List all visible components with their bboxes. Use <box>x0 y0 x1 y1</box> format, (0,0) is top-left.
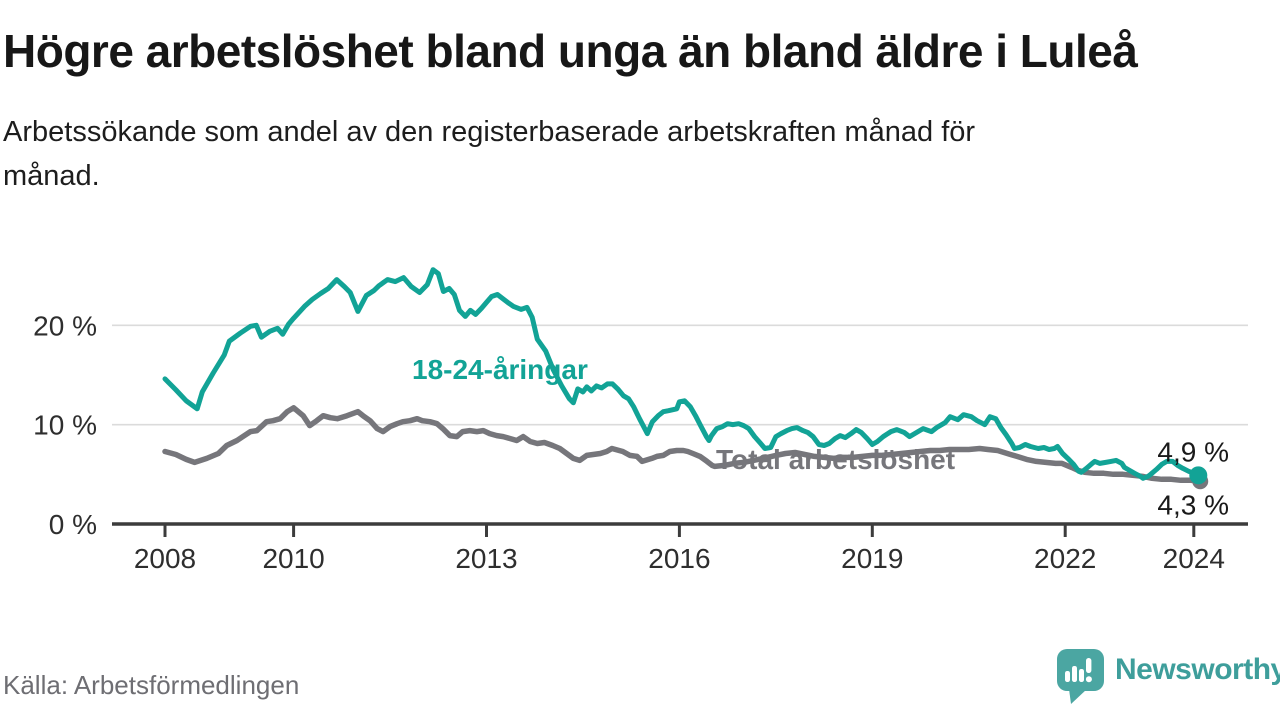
end-value-labels: 4,9 % 4,3 % <box>1157 436 1229 520</box>
y-axis-tick-label: 20 % <box>33 310 97 341</box>
gridlines <box>112 324 1248 426</box>
total-unemployment-line <box>162 405 1207 486</box>
x-axis-tick-label: 2016 <box>648 543 710 574</box>
x-axis-ticks <box>163 524 1196 537</box>
series-label-total: Total arbetslöshet <box>716 444 955 475</box>
x-axis-tick-label: 2019 <box>841 543 903 574</box>
series-label-youth: 18-24-åringar <box>412 354 588 385</box>
x-axis-tick-label: 2022 <box>1034 543 1096 574</box>
bar-chart-glyph <box>1065 658 1092 683</box>
y-axis-labels: 0 % 10 % 20 % <box>33 310 97 540</box>
series-lines <box>162 267 1209 490</box>
source-note: Källa: Arbetsförmedlingen <box>3 670 300 700</box>
x-axis-tick-label: 2008 <box>134 543 196 574</box>
brand-name: Newsworthy <box>1115 653 1280 686</box>
x-axis-tick-label: 2013 <box>455 543 517 574</box>
total-end-value-label: 4,3 % <box>1157 489 1229 520</box>
speech-bubble-icon <box>1057 649 1104 704</box>
youth-end-value-label: 4,9 % <box>1157 436 1229 467</box>
y-axis-tick-label: 10 % <box>33 410 97 441</box>
newsworthy-logo: Newsworthy <box>1056 648 1280 706</box>
x-axis-labels: 2008 2010 2013 2016 2019 2022 2024 <box>134 543 1225 574</box>
youth-unemployment-line <box>162 267 1201 481</box>
youth-end-dot <box>1189 466 1208 485</box>
x-axis-tick-label: 2010 <box>262 543 324 574</box>
page-title: Högre arbetslöshet bland unga än bland ä… <box>3 25 1138 77</box>
chart-subtitle: Arbetssökande som andel av den registerb… <box>3 116 976 193</box>
x-axis-tick-label: 2024 <box>1163 543 1225 574</box>
y-axis-tick-label: 0 % <box>49 509 97 540</box>
